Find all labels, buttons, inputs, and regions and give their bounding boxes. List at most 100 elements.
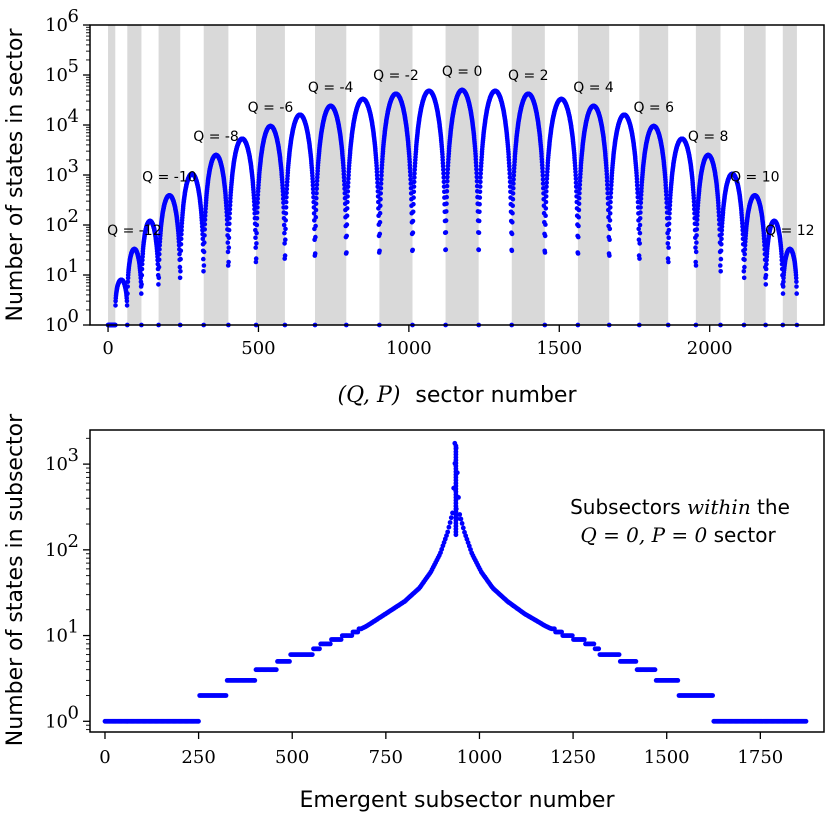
sector-point: [445, 166, 451, 172]
sector-point: [476, 218, 482, 224]
sector-point: [254, 210, 260, 215]
sector-point: [342, 182, 347, 187]
sector-point: [156, 264, 162, 270]
sector-point: [408, 181, 414, 186]
sector-point: [410, 209, 416, 215]
x-tick-label: 250: [181, 747, 215, 768]
sector-point: [576, 223, 581, 229]
sector-point: [139, 282, 144, 287]
sector-point: [226, 235, 232, 240]
sector-point: [763, 282, 769, 287]
sector-point: [576, 214, 581, 220]
sector-point: [377, 231, 383, 237]
sector-point: [780, 284, 786, 289]
sector-point: [410, 230, 416, 235]
sector-point: [312, 251, 318, 256]
sector-point: [253, 245, 258, 250]
sector-point: [345, 194, 350, 199]
subsector-point: [223, 693, 229, 698]
sector-point: [283, 211, 289, 216]
sector-point: [474, 174, 480, 180]
sector-point: [378, 191, 384, 196]
sector-point: [281, 222, 287, 228]
sector-point: [716, 213, 722, 219]
y-tick-exponent: 3: [68, 445, 79, 466]
sector-point: [374, 169, 380, 175]
sector-point: [667, 202, 673, 208]
sector-point: [636, 226, 641, 232]
sector-point: [510, 210, 515, 216]
top-y-axis-title: Number of states in sector: [3, 28, 28, 322]
sector-point: [637, 222, 643, 228]
sector-band: [315, 25, 347, 325]
sector-point: [478, 167, 484, 173]
sector-point: [202, 217, 208, 223]
sector-point: [315, 175, 320, 180]
sector-point: [544, 172, 550, 178]
sector-band: [577, 25, 610, 325]
bottom-points: [102, 440, 809, 724]
sector-point: [542, 250, 548, 255]
sector-point: [609, 183, 614, 188]
y-tick-exponent: 6: [68, 6, 79, 27]
sector-point: [543, 194, 549, 199]
subsector-point: [287, 659, 292, 664]
sector-point: [741, 269, 747, 274]
sector-point: [544, 189, 549, 194]
sector-point: [694, 240, 699, 245]
sector-point: [344, 206, 350, 211]
subsector-point: [317, 646, 322, 652]
sector-point: [477, 201, 482, 207]
sector-point: [444, 183, 450, 189]
sector-point: [694, 227, 700, 232]
sector-point: [378, 196, 383, 202]
sector-point: [742, 257, 747, 263]
sector-point: [667, 211, 672, 216]
x-tick-label: 1000: [457, 747, 503, 768]
sector-point: [283, 218, 289, 223]
sector-point: [179, 224, 184, 229]
sector-point: [742, 247, 748, 252]
sector-point: [638, 200, 644, 206]
sector-point: [693, 245, 698, 250]
sector-point: [665, 256, 671, 261]
x-tick-label: 0: [102, 338, 113, 359]
y-tick-label: 10: [45, 215, 68, 236]
sector-point: [608, 186, 614, 192]
sector-point: [511, 186, 516, 191]
top-points: [105, 87, 800, 328]
sector-point: [764, 261, 769, 267]
sector-point: [638, 192, 644, 198]
subsector-point: [446, 524, 452, 530]
annotation-line-2: Q = 0, P = 0 sector: [580, 523, 776, 547]
sector-point: [635, 190, 640, 196]
sector-point: [179, 232, 184, 237]
sector-point: [443, 218, 449, 223]
sector-point: [412, 175, 417, 180]
sector-point: [694, 217, 700, 223]
sector-point: [478, 179, 483, 185]
sector-point: [540, 166, 545, 171]
y-tick-exponent: 5: [68, 56, 79, 77]
sector-point: [478, 175, 483, 180]
sector-point: [634, 176, 640, 181]
sector-point: [202, 213, 208, 219]
sector-point: [780, 291, 786, 296]
sector-point: [157, 247, 162, 252]
sector-point: [477, 184, 483, 189]
q-label: Q = 12: [765, 223, 814, 239]
sector-point: [254, 230, 259, 236]
q-label: Q = -4: [308, 80, 354, 96]
sector-point: [410, 247, 416, 253]
sector-point: [201, 256, 206, 262]
sector-point: [379, 173, 384, 178]
sector-point: [542, 233, 548, 239]
x-tick-label: 500: [241, 338, 275, 359]
q-label: Q = -12: [107, 223, 162, 239]
subsector-point: [596, 646, 602, 652]
x-tick-label: 750: [369, 747, 403, 768]
sector-point: [200, 236, 206, 242]
sector-point: [255, 192, 261, 198]
sector-point: [377, 248, 382, 254]
sector-point: [441, 167, 446, 173]
